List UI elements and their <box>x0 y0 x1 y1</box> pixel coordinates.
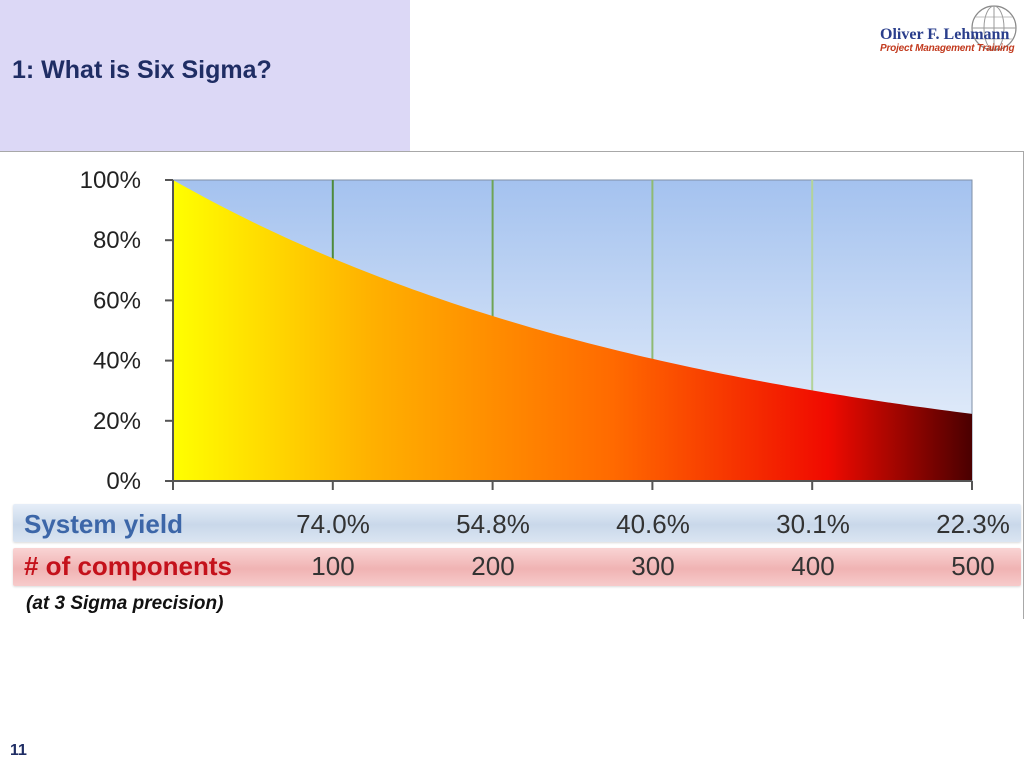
footnote: (at 3 Sigma precision) <box>26 593 224 614</box>
slide-title: 1: What is Six Sigma? <box>12 56 272 84</box>
components-label: # of components <box>24 551 233 581</box>
yield-value: 40.6% <box>616 509 690 539</box>
logo-name: Oliver F. Lehmann <box>880 26 1010 43</box>
yield-row-band <box>13 504 1021 542</box>
axes <box>165 179 973 490</box>
components-row-band <box>13 548 1021 586</box>
components-value: 300 <box>631 551 675 581</box>
yield-area <box>173 180 972 481</box>
logo-subtitle: Project Management Training <box>880 43 1015 54</box>
yield-value: 22.3% <box>936 509 1010 539</box>
y-tick-label: 60% <box>93 287 141 314</box>
components-value: 100 <box>311 551 355 581</box>
components-value: 400 <box>791 551 835 581</box>
components-value: 200 <box>471 551 515 581</box>
y-tick-label: 100% <box>80 167 141 194</box>
system-yield-label: System yield <box>24 509 183 539</box>
yield-value: 54.8% <box>456 509 530 539</box>
y-tick-label: 20% <box>93 408 141 435</box>
y-tick-label: 80% <box>93 227 141 254</box>
company-logo: Oliver F. Lehmann Project Management Tra… <box>876 2 1022 60</box>
title-panel <box>0 0 410 152</box>
y-tick-labels: 0% 20% 40% 60% 80% 100% <box>80 167 141 495</box>
yield-value: 74.0% <box>296 509 370 539</box>
y-tick-label: 0% <box>106 468 141 495</box>
yield-area-chart: 0% 20% 40% 60% 80% 100% <box>80 167 973 495</box>
page-number: 11 <box>10 742 27 759</box>
yield-value: 30.1% <box>776 509 850 539</box>
globe-icon <box>971 5 1017 51</box>
components-value: 500 <box>951 551 995 581</box>
y-tick-label: 40% <box>93 348 141 375</box>
